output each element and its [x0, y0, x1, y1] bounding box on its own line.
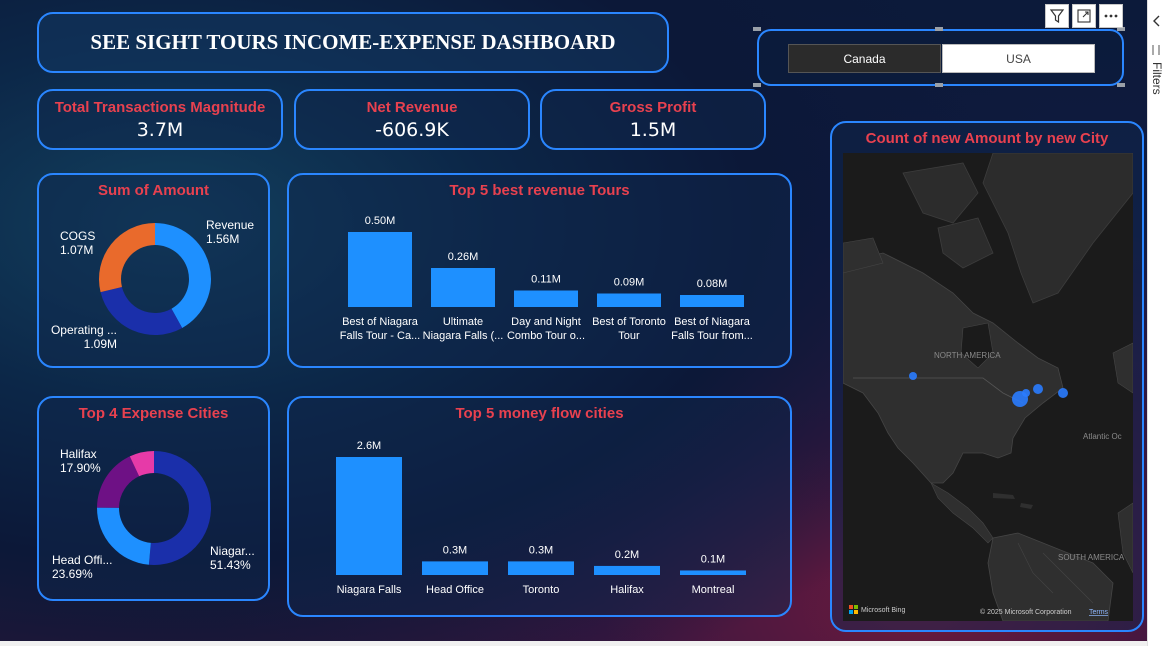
chevron-left-icon[interactable]	[1150, 14, 1163, 28]
category-label: Best of Toronto	[592, 316, 666, 328]
category-label: Montreal	[692, 584, 735, 596]
kpi-value: 3.7M	[136, 118, 184, 141]
bar[interactable]	[422, 561, 488, 575]
filters-pane-collapsed[interactable]: Filters	[1147, 0, 1163, 646]
donut-slice-other[interactable]	[129, 451, 154, 477]
city-map-card[interactable]: Count of new Amount by new City	[830, 121, 1144, 632]
category-label: Best of Niagara	[342, 316, 419, 328]
kpi-label: Net Revenue	[366, 98, 458, 116]
kpi-value: 1.5M	[629, 118, 677, 141]
category-label: Head Office	[426, 584, 484, 596]
slicer-option-usa[interactable]: USA	[942, 44, 1095, 73]
bar[interactable]	[597, 293, 661, 308]
bar[interactable]	[348, 232, 412, 307]
visual-title: Top 4 Expense Cities	[78, 405, 229, 422]
data-label: 0.3M	[443, 544, 467, 556]
category-label: Niagara Falls (...	[423, 330, 504, 342]
data-label: 2.6M	[357, 440, 381, 452]
donut-slice-cogs[interactable]	[99, 223, 155, 293]
filters-pane-label[interactable]: Filters	[1150, 62, 1163, 95]
top-revenue-tours-card[interactable]: Top 5 best revenue Tours 0.50M Best of Ni…	[287, 173, 792, 368]
bar[interactable]	[680, 295, 744, 307]
data-label: 0.50M	[365, 215, 396, 227]
money-flow-cities-card[interactable]: Top 5 money flow cities 2.6M Niagara Fall…	[287, 396, 792, 617]
category-label: Falls Tour - Ca...	[340, 330, 421, 342]
slicer-option-canada[interactable]: Canada	[788, 44, 941, 73]
category-label: Halifax	[610, 584, 644, 596]
donut-slice-operating[interactable]	[100, 286, 183, 335]
report-canvas: SEE SIGHT TOURS INCOME-EXPENSE DASHBOARD…	[0, 0, 1147, 641]
slice-label-head-office: Head Offi... 23.69%	[52, 553, 113, 581]
map-attribution: Microsoft Bing	[861, 607, 905, 614]
donut-slice-niagar[interactable]	[148, 451, 211, 565]
dashboard-title-card: SEE SIGHT TOURS INCOME-EXPENSE DASHBOARD	[37, 12, 669, 73]
bottom-strip	[0, 641, 1147, 646]
kpi-total-transactions: Total Transactions Magnitude 3.7M	[37, 89, 283, 150]
slice-label-halifax: Halifax 17.90%	[60, 447, 101, 475]
bar[interactable]	[514, 290, 578, 308]
bar[interactable]	[336, 457, 402, 575]
resize-handle[interactable]	[1117, 83, 1125, 87]
focus-mode-icon[interactable]	[1072, 4, 1096, 28]
resize-handle[interactable]	[753, 83, 761, 87]
bar[interactable]	[680, 570, 746, 575]
map-copyright: © 2025 Microsoft Corporation	[980, 608, 1072, 616]
dashboard-title: SEE SIGHT TOURS INCOME-EXPENSE DASHBOARD	[90, 30, 616, 54]
money-flow-cities-chart: 2.6M Niagara Falls 0.3M Head Office 0.3M Toro…	[336, 440, 746, 596]
country-slicer[interactable]: Canada USA	[757, 29, 1124, 86]
resize-handle[interactable]	[1117, 27, 1125, 31]
category-label: Toronto	[523, 584, 560, 596]
category-label: Combo Tour o...	[507, 330, 585, 342]
more-options-icon[interactable]	[1099, 4, 1123, 28]
visual-title: Sum of Amount	[97, 182, 210, 199]
top-expense-cities-card[interactable]: Top 4 Expense Cities Halifax 17.90% Head …	[37, 396, 270, 601]
category-label: Day and Night	[511, 316, 581, 328]
category-label: Tour	[618, 330, 640, 342]
map-label-north-america: NORTH AMERICA	[934, 351, 1001, 360]
kpi-label: Gross Profit	[609, 98, 697, 116]
data-label: 0.2M	[615, 549, 639, 561]
data-label: 0.3M	[529, 544, 553, 556]
top-revenue-tours-chart: 0.50M Best of Niagara Falls Tour - Ca... 0.…	[340, 215, 753, 342]
donut-slice-head-offi[interactable]	[97, 507, 151, 565]
map-label-south-america: SOUTH AMERICA	[1058, 553, 1125, 562]
kpi-net-revenue: Net Revenue -606.9K	[294, 89, 530, 150]
slice-label-niagara: Niagar... 51.43%	[210, 544, 255, 572]
slice-label-cogs: COGS 1.07M	[60, 229, 96, 257]
bar[interactable]	[431, 268, 495, 307]
filter-pane-icon	[1152, 45, 1160, 55]
bing-map[interactable]: NORTH AMERICA Atlantic Oc SOUTH AMERICA …	[843, 153, 1133, 621]
kpi-label: Total Transactions Magnitude	[54, 98, 266, 116]
data-label: 0.1M	[701, 553, 725, 565]
kpi-gross-profit: Gross Profit 1.5M	[540, 89, 766, 150]
sum-of-amount-card[interactable]: Sum of Amount Revenue 1.56M COGS 1.07M Ope…	[37, 173, 270, 368]
data-label: 0.09M	[614, 277, 645, 289]
visual-title: Top 5 money flow cities	[455, 405, 624, 422]
visual-title: Top 5 best revenue Tours	[449, 182, 630, 199]
donut-slice-revenue[interactable]	[155, 223, 212, 328]
kpi-value: -606.9K	[375, 118, 449, 141]
category-label: Best of Niagara	[674, 316, 751, 328]
bar[interactable]	[508, 561, 574, 575]
resize-handle[interactable]	[935, 83, 943, 87]
filter-icon[interactable]	[1045, 4, 1069, 28]
resize-handle[interactable]	[935, 27, 943, 31]
map-terms-link[interactable]: Terms	[1089, 609, 1109, 616]
visual-title: Count of new Amount by new City	[865, 130, 1109, 147]
slice-label-operating: Operating ... 1.09M	[50, 323, 117, 351]
top-expense-cities-donut	[97, 451, 211, 565]
donut-slice-halifax[interactable]	[97, 456, 140, 508]
data-label: 0.11M	[531, 274, 561, 286]
category-label: Falls Tour from...	[671, 330, 753, 342]
data-label: 0.08M	[697, 278, 728, 290]
category-label: Ultimate	[443, 316, 483, 328]
sum-of-amount-donut	[99, 223, 212, 335]
slice-label-revenue: Revenue 1.56M	[206, 218, 255, 246]
category-label: Niagara Falls	[337, 584, 402, 596]
data-label: 0.26M	[448, 251, 479, 263]
resize-handle[interactable]	[753, 27, 761, 31]
map-label-atlantic: Atlantic Oc	[1083, 432, 1122, 441]
bar[interactable]	[594, 565, 660, 575]
